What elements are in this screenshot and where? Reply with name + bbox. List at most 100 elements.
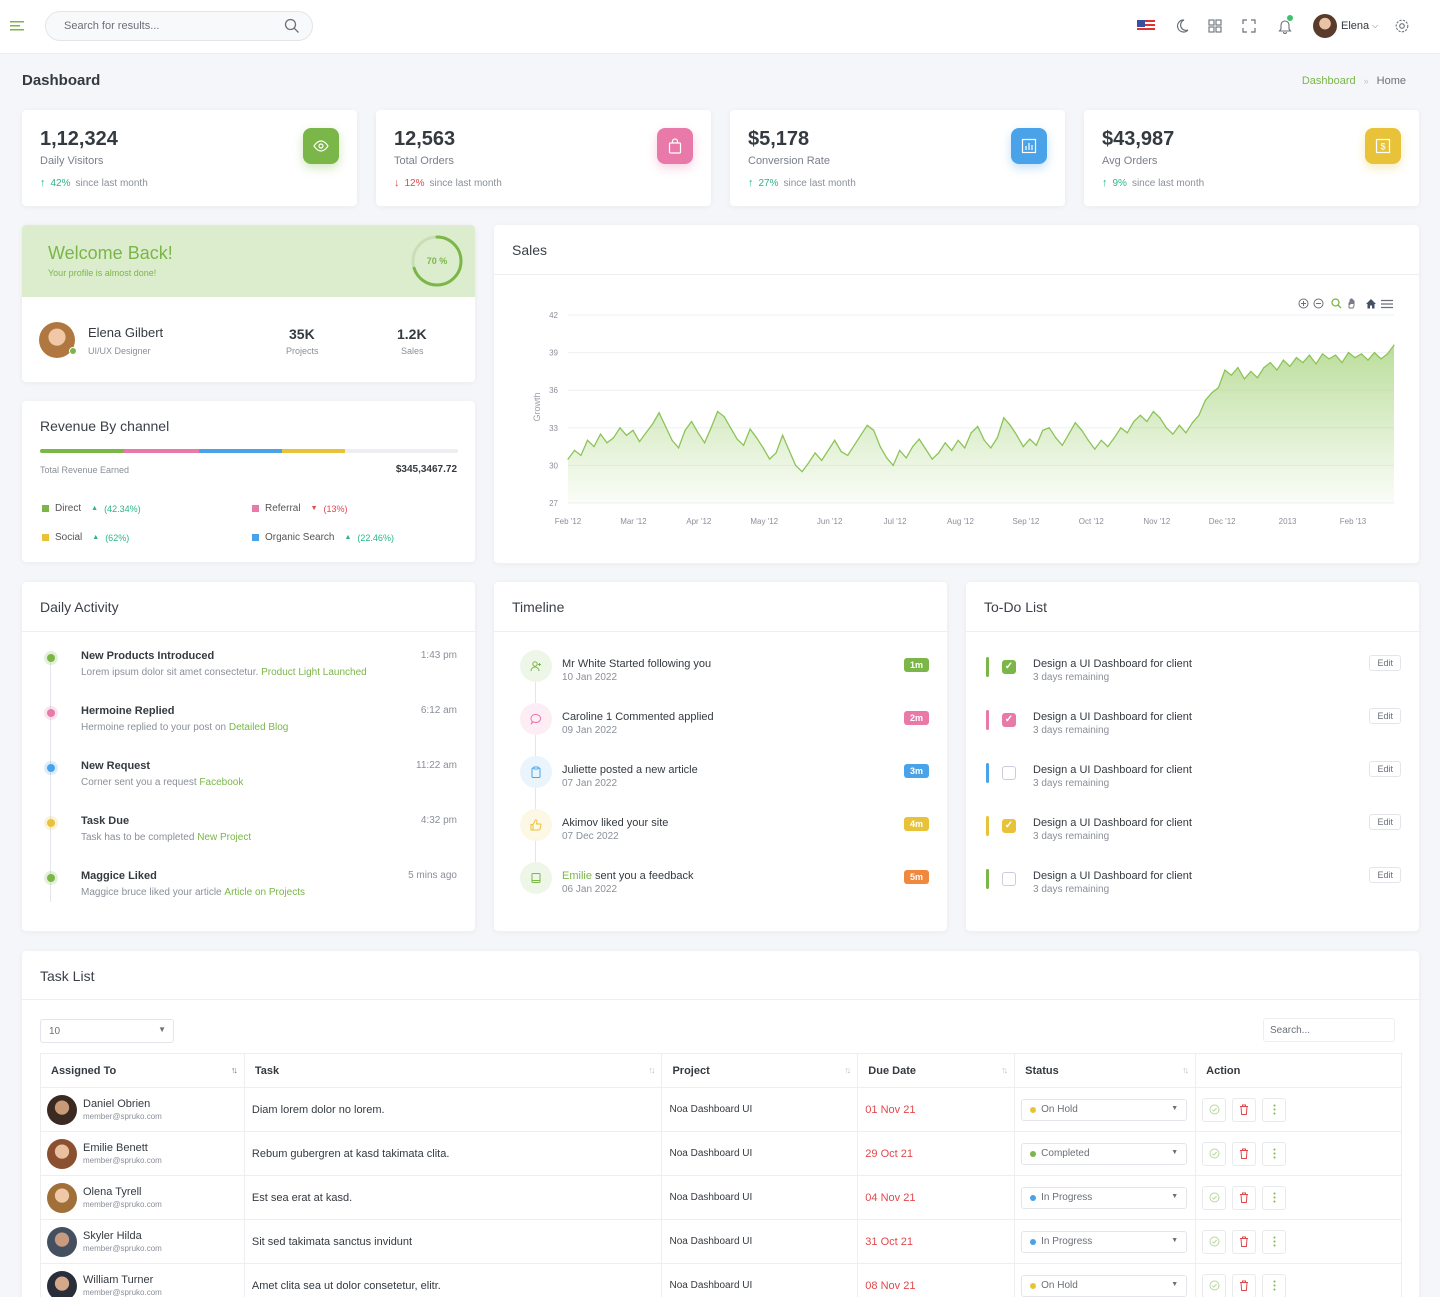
data-point xyxy=(1126,432,1128,434)
column-header[interactable]: Project ↑↓ xyxy=(661,1053,859,1088)
status-select[interactable]: On Hold ▼ xyxy=(1021,1274,1188,1297)
revenue-bar-segment xyxy=(198,449,283,453)
data-point xyxy=(580,454,582,456)
data-point xyxy=(710,427,712,429)
moon-icon[interactable] xyxy=(1175,19,1189,36)
activity-link[interactable]: Detailed Blog xyxy=(228,722,289,733)
more-options-button[interactable] xyxy=(1262,1097,1287,1122)
delete-button[interactable] xyxy=(1232,1229,1257,1254)
approve-button[interactable] xyxy=(1202,1273,1227,1297)
table-search-placeholder: Search... xyxy=(1270,1025,1311,1036)
column-header[interactable]: Assigned To ↑↓ xyxy=(40,1053,245,1088)
trash-icon xyxy=(1240,1104,1249,1115)
activity-link[interactable]: Article on Projects xyxy=(224,887,305,898)
trash-icon xyxy=(1240,1192,1249,1203)
delete-button[interactable] xyxy=(1232,1141,1257,1166)
data-point xyxy=(716,410,719,413)
page-size-select[interactable]: 10 ▼ xyxy=(40,1019,174,1043)
channel-change: (42.34%) xyxy=(104,503,141,514)
column-header[interactable]: Action xyxy=(1195,1053,1402,1088)
timeline-user-link[interactable]: Emilie xyxy=(562,870,592,882)
sort-icon[interactable]: ↑↓ xyxy=(648,1065,655,1075)
breadcrumb-dashboard[interactable]: Dashboard xyxy=(1301,75,1356,87)
status-select[interactable]: Completed ▼ xyxy=(1021,1142,1188,1165)
status-select[interactable]: On Hold ▼ xyxy=(1021,1098,1188,1121)
column-header[interactable]: Due Date ↑↓ xyxy=(857,1053,1016,1088)
todo-checkbox[interactable]: ✓ xyxy=(1002,819,1016,833)
clipboard-icon xyxy=(520,756,552,788)
more-options-button[interactable] xyxy=(1262,1185,1287,1210)
bell-icon[interactable] xyxy=(1278,15,1293,37)
stat-change-value: 12% xyxy=(404,177,425,189)
thumbs-up-icon xyxy=(520,809,552,841)
table-search-input[interactable]: Search... xyxy=(1263,1018,1395,1042)
edit-button[interactable]: Edit xyxy=(1369,867,1401,883)
data-point xyxy=(612,437,615,439)
activity-desc-text: Maggice bruce liked your article xyxy=(81,887,222,898)
todo-checkbox[interactable]: ✓ xyxy=(1002,713,1016,727)
edit-button[interactable]: Edit xyxy=(1369,761,1401,777)
profile-progress-ring: 70 % xyxy=(411,235,463,287)
more-options-button[interactable] xyxy=(1262,1273,1287,1297)
approve-button[interactable] xyxy=(1202,1229,1227,1254)
column-header[interactable]: Task ↑↓ xyxy=(243,1053,663,1088)
activity-link[interactable]: Facebook xyxy=(199,777,244,788)
x-tick-label: Aug '12 xyxy=(947,517,974,526)
data-point xyxy=(769,458,771,460)
due-date-cell: 29 Oct 21 xyxy=(857,1131,1016,1176)
apps-grid-icon[interactable] xyxy=(1208,19,1222,36)
zoom-in-icon[interactable] xyxy=(1298,297,1309,312)
us-flag-icon[interactable] xyxy=(1137,20,1155,32)
zoom-selection-icon[interactable] xyxy=(1331,297,1342,312)
welcome-card: Welcome Back! Your profile is almost don… xyxy=(22,225,475,382)
zoom-out-icon[interactable] xyxy=(1313,297,1324,312)
shopping-bag-icon xyxy=(657,128,693,164)
delete-button[interactable] xyxy=(1232,1273,1257,1297)
table-row: Daniel Obrien member@spruko.com Diam lorem… xyxy=(40,1087,1402,1132)
edit-button[interactable]: Edit xyxy=(1369,708,1401,724)
revenue-bar-segment xyxy=(40,449,124,453)
user-menu[interactable]: Elena ⌵ xyxy=(1313,14,1378,38)
search-input[interactable]: Search for results... xyxy=(64,20,160,32)
x-tick-label: Oct '12 xyxy=(1079,517,1105,526)
sort-icon[interactable]: ↑↓ xyxy=(844,1065,851,1075)
todo-checkbox[interactable] xyxy=(1002,766,1016,780)
approve-button[interactable] xyxy=(1202,1097,1227,1122)
approve-button[interactable] xyxy=(1202,1185,1227,1210)
search-icon[interactable] xyxy=(284,18,300,37)
delete-button[interactable] xyxy=(1232,1185,1257,1210)
todo-subtitle: 3 days remaining xyxy=(1033,831,1110,842)
menu-toggle-icon[interactable] xyxy=(8,18,26,34)
more-options-button[interactable] xyxy=(1262,1141,1287,1166)
todo-checkbox[interactable] xyxy=(1002,872,1016,886)
search-box[interactable]: Search for results... xyxy=(45,11,313,41)
todo-checkbox[interactable]: ✓ xyxy=(1002,660,1016,674)
timeline-title: Juliette posted a new article xyxy=(562,764,698,776)
delete-button[interactable] xyxy=(1232,1097,1257,1122)
data-point xyxy=(1386,353,1389,355)
data-point xyxy=(795,464,797,466)
activity-link[interactable]: Product Light Launched xyxy=(261,667,367,678)
assignee: Daniel Obrien member@spruko.com xyxy=(47,1094,238,1125)
edit-button[interactable]: Edit xyxy=(1369,814,1401,830)
activity-link[interactable]: New Project xyxy=(197,832,252,843)
sort-icon[interactable]: ↑↓ xyxy=(1182,1065,1189,1075)
data-point xyxy=(847,454,849,456)
sort-icon[interactable]: ↑↓ xyxy=(1001,1065,1008,1075)
approve-button[interactable] xyxy=(1202,1141,1227,1166)
edit-button[interactable]: Edit xyxy=(1369,655,1401,671)
fullscreen-icon[interactable] xyxy=(1242,19,1256,36)
status-select[interactable]: In Progress ▼ xyxy=(1021,1230,1188,1253)
status-select[interactable]: In Progress ▼ xyxy=(1021,1186,1188,1209)
data-point xyxy=(1250,370,1252,372)
chart-menu-icon[interactable] xyxy=(1381,297,1393,312)
assignee-info: Skyler Hilda member@spruko.com xyxy=(83,1230,162,1253)
column-header[interactable]: Status ↑↓ xyxy=(1014,1053,1197,1088)
page-size-value: 10 xyxy=(49,1026,61,1037)
pan-hand-icon[interactable] xyxy=(1346,297,1357,312)
sort-icon[interactable]: ↑↓ xyxy=(230,1065,238,1075)
more-options-button[interactable] xyxy=(1262,1229,1287,1254)
reset-home-icon[interactable] xyxy=(1365,297,1377,312)
y-tick-label: 39 xyxy=(549,349,558,358)
gear-icon[interactable] xyxy=(1394,18,1410,37)
